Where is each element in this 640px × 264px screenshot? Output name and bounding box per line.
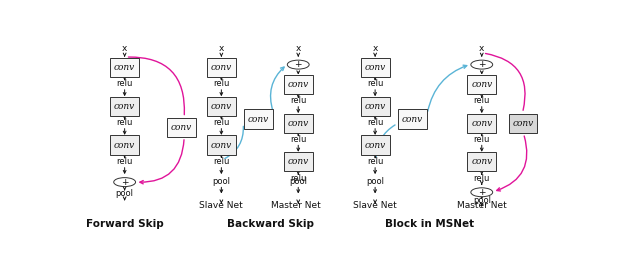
Circle shape <box>114 178 136 187</box>
FancyBboxPatch shape <box>284 75 312 94</box>
Text: Slave Net: Slave Net <box>353 201 397 210</box>
FancyBboxPatch shape <box>467 75 496 94</box>
Text: +: + <box>121 178 129 187</box>
Text: +: + <box>478 188 486 197</box>
FancyBboxPatch shape <box>361 135 390 155</box>
Text: relu: relu <box>116 157 133 166</box>
Text: relu: relu <box>367 79 383 88</box>
Text: Master Net: Master Net <box>271 201 321 210</box>
Text: relu: relu <box>290 96 307 105</box>
FancyBboxPatch shape <box>361 97 390 116</box>
Text: conv: conv <box>114 102 135 111</box>
Text: relu: relu <box>290 173 307 182</box>
Text: relu: relu <box>213 157 230 166</box>
Text: conv: conv <box>248 115 269 124</box>
FancyBboxPatch shape <box>110 97 139 116</box>
Text: Block in MSNet: Block in MSNet <box>385 219 474 229</box>
Text: +: + <box>478 60 486 69</box>
Text: conv: conv <box>287 157 309 166</box>
Text: relu: relu <box>213 118 230 127</box>
Text: conv: conv <box>287 119 309 128</box>
FancyBboxPatch shape <box>509 114 538 133</box>
Text: pool: pool <box>289 177 307 186</box>
Text: pool: pool <box>473 196 491 205</box>
Text: x: x <box>296 44 301 53</box>
Text: relu: relu <box>213 79 230 88</box>
FancyBboxPatch shape <box>207 135 236 155</box>
FancyBboxPatch shape <box>467 152 496 171</box>
Text: relu: relu <box>474 173 490 182</box>
Text: x: x <box>479 44 484 53</box>
Circle shape <box>471 60 493 69</box>
Text: conv: conv <box>211 141 232 150</box>
Text: conv: conv <box>114 141 135 150</box>
Text: relu: relu <box>367 118 383 127</box>
FancyBboxPatch shape <box>284 152 312 171</box>
Text: +: + <box>294 60 302 69</box>
Text: relu: relu <box>290 135 307 144</box>
FancyBboxPatch shape <box>110 135 139 155</box>
FancyBboxPatch shape <box>284 114 312 133</box>
FancyBboxPatch shape <box>467 114 496 133</box>
Text: pool: pool <box>366 177 384 186</box>
Circle shape <box>471 188 493 197</box>
FancyBboxPatch shape <box>398 110 427 129</box>
Text: relu: relu <box>116 118 133 127</box>
Text: Backward Skip: Backward Skip <box>227 219 314 229</box>
FancyBboxPatch shape <box>361 58 390 77</box>
Text: conv: conv <box>211 102 232 111</box>
Text: pool: pool <box>116 189 134 198</box>
Text: conv: conv <box>365 63 386 72</box>
Text: conv: conv <box>287 80 309 89</box>
FancyBboxPatch shape <box>207 97 236 116</box>
Text: conv: conv <box>365 102 386 111</box>
FancyBboxPatch shape <box>110 58 139 77</box>
Text: conv: conv <box>211 63 232 72</box>
Text: conv: conv <box>512 119 534 128</box>
Text: conv: conv <box>402 115 423 124</box>
Text: x: x <box>122 44 127 53</box>
Text: conv: conv <box>471 157 492 166</box>
FancyBboxPatch shape <box>207 58 236 77</box>
FancyBboxPatch shape <box>244 110 273 129</box>
Text: relu: relu <box>367 157 383 166</box>
Text: x: x <box>372 44 378 53</box>
Text: conv: conv <box>365 141 386 150</box>
Text: conv: conv <box>171 123 192 132</box>
Text: pool: pool <box>212 177 230 186</box>
Text: Forward Skip: Forward Skip <box>86 219 163 229</box>
Text: conv: conv <box>471 80 492 89</box>
Text: conv: conv <box>114 63 135 72</box>
Text: relu: relu <box>474 96 490 105</box>
Text: relu: relu <box>116 79 133 88</box>
Circle shape <box>287 60 309 69</box>
Text: Master Net: Master Net <box>457 201 507 210</box>
Text: conv: conv <box>471 119 492 128</box>
Text: x: x <box>219 44 224 53</box>
FancyBboxPatch shape <box>167 117 196 137</box>
Text: Slave Net: Slave Net <box>200 201 243 210</box>
Text: relu: relu <box>474 135 490 144</box>
